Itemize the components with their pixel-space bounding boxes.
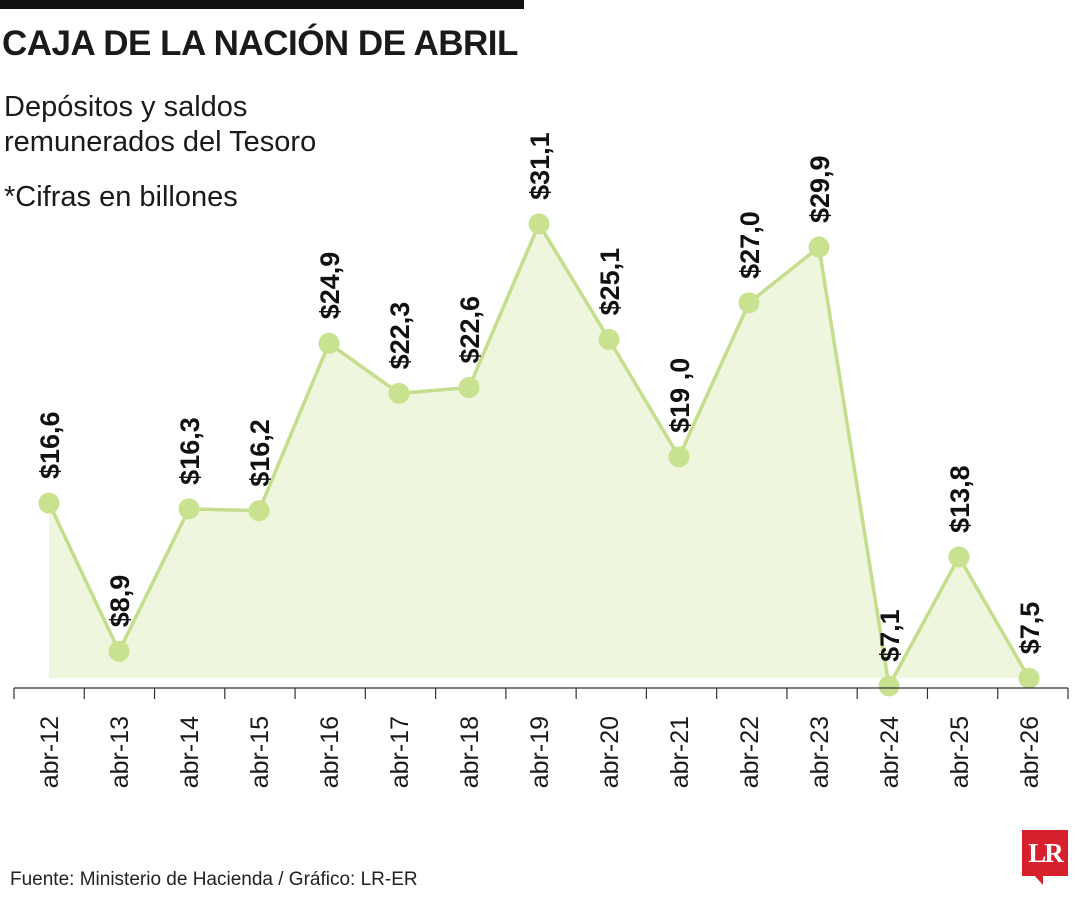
data-point — [528, 213, 550, 235]
data-point — [108, 640, 130, 662]
units-note: *Cifras en billones — [4, 181, 238, 213]
data-label: $16,3 — [175, 417, 205, 485]
data-label: $7,5 — [1015, 602, 1045, 655]
x-tick-label: abr-16 — [316, 716, 344, 788]
data-point — [668, 446, 690, 468]
lr-logo: LR — [1022, 830, 1068, 885]
data-point — [808, 236, 830, 258]
x-tick-label: abr-19 — [526, 716, 554, 788]
chart-title: CAJA DE LA NACIÓN DE ABRIL — [2, 24, 518, 63]
x-tick-label: abr-14 — [176, 716, 204, 788]
data-label: $19 ,0 — [665, 358, 695, 433]
data-point — [458, 377, 480, 399]
x-axis — [13, 687, 1069, 699]
x-tick-label: abr-20 — [596, 716, 624, 788]
data-point — [1018, 667, 1040, 689]
x-tick-label: abr-15 — [246, 716, 274, 788]
data-point — [178, 498, 200, 520]
data-label: $13,8 — [945, 465, 975, 533]
data-label: $24,9 — [315, 252, 345, 320]
source-credit: Fuente: Ministerio de Hacienda / Gráfico… — [10, 869, 418, 890]
data-label: $22,6 — [455, 296, 485, 364]
subtitle-line-2: remunerados del Tesoro — [4, 126, 317, 158]
data-labels: $16,6 $8,9 $16,3 $16,2 $24,9 $22,3 $22,6 $31,1 $… — [35, 132, 1045, 662]
top-accent-bar — [0, 0, 524, 9]
area-fill — [49, 223, 1029, 686]
data-label: $29,9 — [805, 155, 835, 223]
data-point — [38, 492, 60, 514]
x-tick-label: abr-25 — [946, 716, 974, 788]
data-label: $16,2 — [245, 419, 275, 487]
data-label: $22,3 — [385, 302, 415, 370]
subtitle-line-1: Depósitos y saldos — [4, 91, 248, 123]
data-point — [878, 675, 900, 697]
data-label: $31,1 — [525, 132, 555, 200]
x-tick-label: abr-13 — [106, 716, 134, 788]
x-tick-label: abr-22 — [736, 716, 764, 788]
data-point — [738, 292, 760, 314]
data-label: $27,0 — [735, 211, 765, 279]
x-tick-label: abr-18 — [456, 716, 484, 788]
chart-subtitle: Depósitos y saldos remunerados del Tesor… — [4, 90, 424, 160]
x-tick-label: abr-26 — [1016, 716, 1044, 788]
x-tick-label: abr-12 — [36, 716, 64, 788]
data-label: $16,6 — [35, 411, 65, 479]
x-axis-tick-labels: abr-12 abr-13 abr-14 abr-15 abr-16 abr-17 abr-… — [36, 716, 1044, 788]
data-point — [248, 500, 270, 522]
data-label: $7,1 — [875, 609, 905, 662]
x-tick-label: abr-21 — [666, 716, 694, 788]
data-point — [948, 546, 970, 568]
data-point — [388, 382, 410, 404]
x-tick-label: abr-24 — [876, 716, 904, 788]
data-point — [318, 332, 340, 354]
x-tick-label: abr-17 — [386, 716, 414, 788]
data-label: $25,1 — [595, 248, 625, 316]
data-label: $8,9 — [105, 575, 135, 628]
x-tick-label: abr-23 — [806, 716, 834, 788]
data-points — [38, 213, 1040, 697]
data-point — [598, 328, 620, 350]
